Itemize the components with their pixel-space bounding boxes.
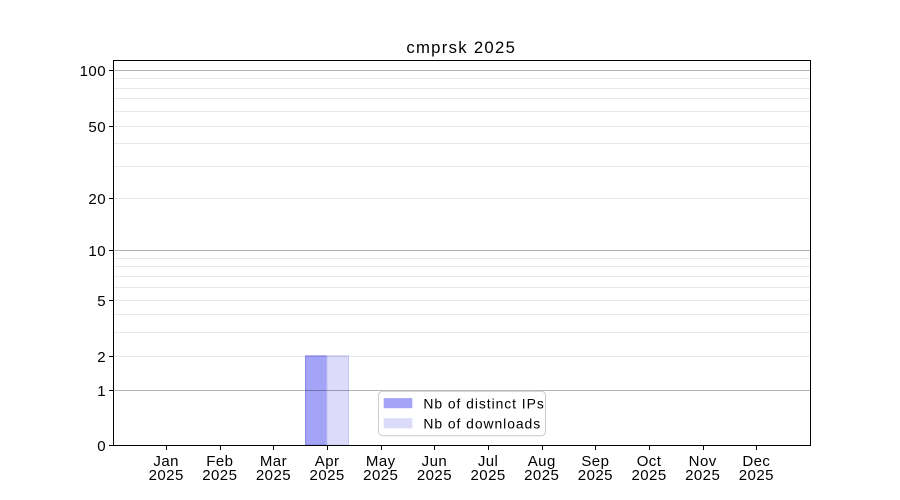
svg-text:Jul: Jul — [478, 453, 499, 470]
svg-text:2025: 2025 — [524, 467, 559, 484]
svg-text:20: 20 — [88, 191, 106, 208]
svg-text:Sep: Sep — [581, 453, 609, 470]
svg-text:Nb of downloads: Nb of downloads — [423, 415, 541, 431]
svg-text:Jun: Jun — [422, 453, 448, 470]
svg-text:50: 50 — [88, 119, 106, 136]
svg-text:Aug: Aug — [528, 453, 556, 470]
svg-text:May: May — [366, 453, 396, 470]
svg-text:1: 1 — [97, 383, 106, 400]
svg-text:Feb: Feb — [206, 453, 233, 470]
svg-text:Apr: Apr — [315, 453, 340, 470]
svg-text:2025: 2025 — [256, 467, 291, 484]
svg-text:2025: 2025 — [363, 467, 398, 484]
svg-text:Oct: Oct — [637, 453, 662, 470]
svg-text:2025: 2025 — [739, 467, 774, 484]
svg-text:Nov: Nov — [689, 453, 717, 470]
svg-text:2025: 2025 — [578, 467, 613, 484]
svg-text:2: 2 — [97, 349, 106, 366]
svg-text:2025: 2025 — [470, 467, 505, 484]
svg-text:2025: 2025 — [417, 467, 452, 484]
svg-text:2025: 2025 — [685, 467, 720, 484]
svg-text:2025: 2025 — [631, 467, 666, 484]
svg-text:Nb of distinct IPs: Nb of distinct IPs — [423, 395, 544, 411]
svg-text:cmprsk 2025: cmprsk 2025 — [406, 38, 516, 57]
svg-text:2025: 2025 — [310, 467, 345, 484]
svg-text:2025: 2025 — [202, 467, 237, 484]
svg-text:2025: 2025 — [149, 467, 184, 484]
svg-text:Dec: Dec — [742, 453, 770, 470]
svg-text:Jan: Jan — [153, 453, 179, 470]
svg-text:5: 5 — [97, 293, 106, 310]
svg-text:Mar: Mar — [260, 453, 287, 470]
svg-text:10: 10 — [88, 243, 106, 260]
svg-text:0: 0 — [97, 438, 106, 455]
svg-text:100: 100 — [80, 63, 106, 80]
